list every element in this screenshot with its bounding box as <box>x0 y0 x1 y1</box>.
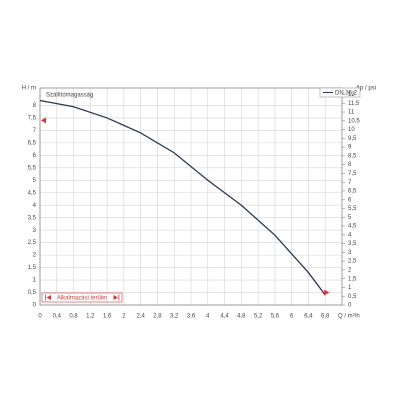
y2-tick-label: 11 <box>348 110 355 116</box>
x-tick-label: 5,2 <box>254 314 263 320</box>
range-marker <box>41 117 46 124</box>
y-tick-label: 1,5 <box>28 265 37 271</box>
x-tick-label: 2,8 <box>153 314 162 320</box>
annotation-box <box>41 292 123 303</box>
y-tick-label: 6,5 <box>28 140 37 146</box>
x-tick-label: 4,8 <box>237 314 246 320</box>
y-tick-label: 7,5 <box>28 116 37 122</box>
y2-tick-label: 5 <box>348 215 352 221</box>
x-tick-label: 0 <box>38 314 42 320</box>
y-tick-label: 6 <box>33 153 37 159</box>
range-marker <box>324 289 330 296</box>
legend-label: DN 36,2 <box>335 91 358 97</box>
y2-tick-label: 2,5 <box>348 259 357 265</box>
y2-tick-label: 8,5 <box>348 153 357 159</box>
x-tick-label: 6 <box>290 314 294 320</box>
y2-tick-label: 8 <box>348 162 352 168</box>
x-tick-label: 0,8 <box>69 314 78 320</box>
y2-tick-label: 6,5 <box>348 189 357 195</box>
y2-tick-label: 2 <box>348 267 352 273</box>
y2-tick-label: 3 <box>348 250 352 256</box>
y-tick-label: 4,5 <box>28 190 37 196</box>
x-tick-label: 6,4 <box>304 314 313 320</box>
series-line <box>39 99 326 296</box>
y2-tick-label: 5,5 <box>348 206 357 212</box>
y2-tick-label: 4,5 <box>348 224 357 230</box>
y2-tick-label: 3,5 <box>348 241 357 247</box>
y2-axis-title: Δp / psi <box>356 86 376 92</box>
y-axis-title: H / m <box>22 86 36 92</box>
x-tick-label: 3,6 <box>187 314 196 320</box>
y2-tick-label: 12 <box>348 92 355 98</box>
x-axis-title: Q / m³/h <box>338 314 360 320</box>
y-tick-label: 7 <box>33 128 37 134</box>
y2-tick-label: 1 <box>348 285 352 291</box>
y-tick-label: 2 <box>33 253 37 259</box>
chart-title: Szállítómagasság <box>46 93 93 99</box>
x-tick-label: 1,6 <box>103 314 112 320</box>
y2-tick-label: 1,5 <box>348 276 357 282</box>
y2-tick-label: 6 <box>348 197 352 203</box>
y2-tick-label: 9 <box>348 145 352 151</box>
y2-tick-label: 7 <box>348 180 352 186</box>
y2-tick-label: 10,5 <box>348 118 360 124</box>
x-tick-label: 5,6 <box>271 314 280 320</box>
y-tick-label: 8 <box>33 103 37 109</box>
y2-tick-label: 0 <box>348 303 352 309</box>
y-tick-label: 3,5 <box>28 215 37 221</box>
y2-tick-label: 4 <box>348 232 352 238</box>
y-tick-label: 1 <box>33 278 37 284</box>
plot-frame <box>39 87 343 306</box>
annotation: Alkalmazási terület <box>57 295 108 301</box>
x-tick-label: 1,2 <box>86 314 95 320</box>
x-tick-label: 6,8 <box>321 314 330 320</box>
y-tick-label: 0 <box>33 303 37 309</box>
x-tick-label: 2 <box>122 314 126 320</box>
y-tick-label: 5,5 <box>28 165 37 171</box>
y-tick-label: 5 <box>33 178 37 184</box>
x-tick-label: 4 <box>206 314 210 320</box>
x-tick-label: 4,4 <box>220 314 229 320</box>
x-tick-label: 3,2 <box>170 314 179 320</box>
x-tick-label: 2,4 <box>136 314 145 320</box>
x-tick-label: 0,4 <box>53 314 62 320</box>
legend-box <box>319 87 361 98</box>
y-tick-label: 4 <box>33 203 37 209</box>
y2-tick-label: 0,5 <box>348 294 357 300</box>
y-tick-label: 0,5 <box>28 290 37 296</box>
annotation-arrows <box>45 294 120 301</box>
y-tick-label: 2,5 <box>28 240 37 246</box>
y2-tick-label: 11,5 <box>348 101 360 107</box>
y2-tick-label: 7,5 <box>348 171 357 177</box>
y-tick-label: 3 <box>33 228 37 234</box>
y2-tick-label: 10 <box>348 127 355 133</box>
y2-tick-label: 9,5 <box>348 136 357 142</box>
